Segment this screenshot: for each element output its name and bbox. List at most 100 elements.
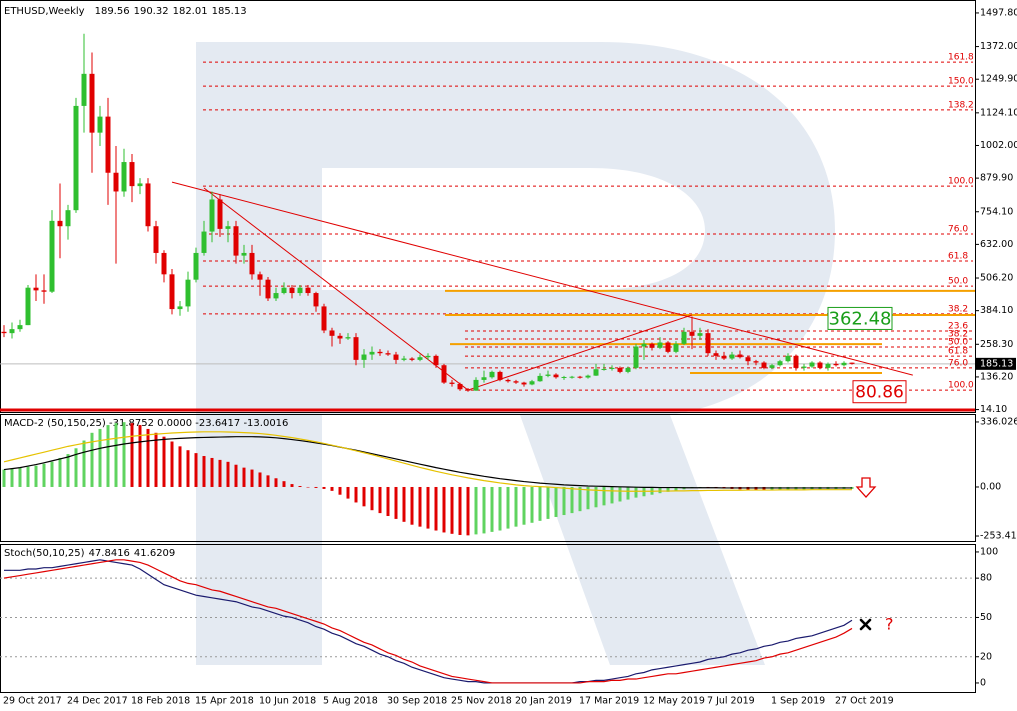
macd-bar (274, 478, 278, 487)
candle-body (513, 381, 519, 383)
panel-frames (0, 0, 976, 693)
candle-body (529, 381, 535, 385)
candle-body (705, 333, 711, 354)
macd-line (3, 436, 852, 489)
main-frame (0, 0, 976, 413)
candle-body (113, 172, 119, 192)
candle-body (321, 306, 327, 331)
candle-body (561, 376, 567, 378)
candle-body (577, 376, 583, 378)
candle-body (785, 355, 791, 362)
fib-label: 50.0 (948, 338, 968, 348)
macd-bar (578, 486, 582, 512)
trend-line (467, 314, 693, 391)
macd-bar (554, 486, 558, 517)
candle-body (337, 335, 343, 339)
macd-bar (522, 486, 526, 525)
candle-body (241, 252, 247, 256)
macd-bar (266, 475, 270, 487)
stoch-frame (0, 544, 976, 693)
candle-body (825, 363, 831, 368)
macd-bar (58, 457, 62, 487)
candle-body (273, 293, 279, 299)
y-tick-label: 0.00 (980, 481, 1001, 492)
candle-body (593, 369, 599, 376)
candle-body (417, 357, 423, 360)
macd-bar (2, 469, 6, 487)
candle-body (25, 287, 31, 326)
candle-body (537, 375, 543, 382)
candle-body (217, 199, 223, 229)
y-tick-label: 506.20 (980, 273, 1013, 284)
macd-bar (210, 457, 214, 487)
y-tick-label: 1249.90 (980, 74, 1017, 85)
macd-bar (354, 486, 358, 503)
candle-body (377, 351, 383, 354)
y-tick-label: 754.10 (980, 206, 1013, 217)
macd-bar (298, 486, 302, 487)
macd-bar (602, 486, 606, 506)
macd-bar (242, 467, 246, 487)
x-tick-label: 17 Mar 2019 (579, 696, 639, 707)
question-mark: ? (885, 615, 894, 634)
candle-body (169, 274, 175, 310)
callout-box (852, 380, 907, 404)
y-tick-label: 50 (980, 612, 992, 623)
candle-body (489, 371, 495, 378)
macd-bar (450, 486, 454, 534)
candle-body (233, 226, 239, 256)
candle-body (425, 355, 431, 358)
macd-bar (442, 486, 446, 533)
macd-bar (234, 464, 238, 487)
candle-body (137, 183, 143, 187)
candle-body (65, 210, 71, 227)
y-tick-label: 1497.80 (980, 7, 1017, 18)
y-tick-label: 384.10 (980, 305, 1013, 316)
macd-bar (18, 467, 22, 487)
macd-bar (674, 486, 678, 491)
macd-bar (114, 423, 118, 487)
candle-body (833, 363, 839, 366)
callout-label: 362.48 (829, 308, 892, 329)
candle-body (545, 374, 551, 376)
y-tick-label: 0 (980, 677, 986, 688)
main-header: ETHUSD,Weekly 189.56 190.32 182.01 185.13 (4, 6, 247, 17)
candle-body (185, 279, 191, 307)
candle-body (849, 362, 855, 364)
x-tick-label: 20 Jan 2019 (515, 696, 572, 707)
candle-body (81, 73, 87, 106)
candle-body (601, 368, 607, 370)
macd-bar (146, 428, 150, 487)
candle-body (153, 226, 159, 253)
macd-bar (314, 486, 318, 488)
fib-label: 138.2 (948, 100, 974, 110)
cross-stroke (859, 618, 872, 631)
macd-bar (10, 468, 14, 487)
candle-body (585, 375, 591, 378)
macd-bar (218, 459, 222, 487)
x-tick-label: 1 Sep 2019 (771, 696, 825, 707)
callout-label: 80.86 (855, 383, 904, 403)
candle-body (121, 162, 127, 192)
candle-body (89, 73, 95, 133)
macd-bar (74, 448, 78, 487)
macd-bar (370, 486, 374, 511)
candle-body (841, 362, 847, 366)
down-arrow-icon (855, 477, 877, 498)
macd-bar (138, 425, 142, 487)
y-tick-label: 1372.00 (980, 41, 1017, 52)
candle-body (761, 362, 767, 368)
candle-body (689, 331, 695, 336)
macd-bar (418, 486, 422, 527)
candle-body (57, 220, 63, 227)
fib-label: 161.8 (948, 53, 974, 63)
fib-label: 76.0 (948, 224, 968, 234)
candle-body (769, 365, 775, 368)
macd-bar (626, 486, 630, 500)
trend-line (203, 187, 469, 391)
macd-bar (378, 486, 382, 514)
stoch-name: Stoch(50,10,25) (4, 548, 85, 559)
macd-bar (426, 486, 430, 529)
candle-body (353, 337, 359, 360)
